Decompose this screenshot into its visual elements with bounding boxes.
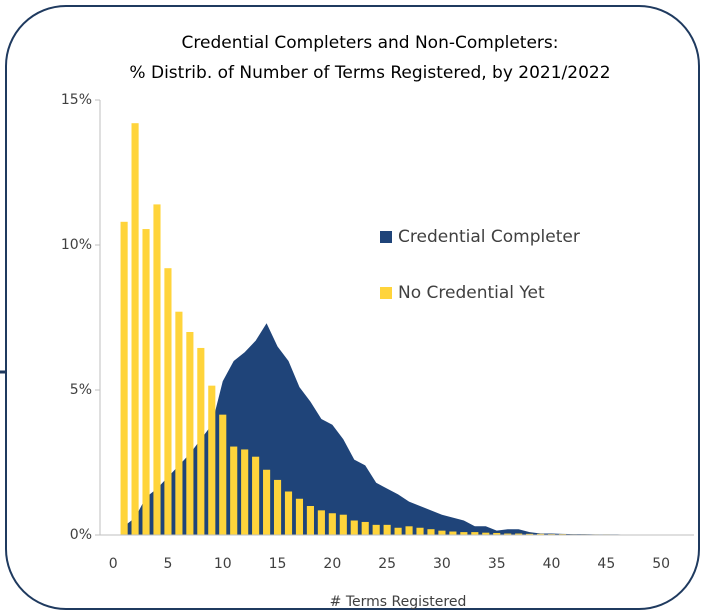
y-tick-label: 0% — [70, 527, 92, 543]
x-tick-label: 25 — [378, 556, 396, 572]
y-tick-label: 10% — [61, 237, 92, 253]
bar — [449, 531, 457, 535]
bar — [372, 524, 380, 535]
x-tick-label: 5 — [163, 556, 172, 572]
bar — [273, 479, 282, 535]
x-axis-label: # Terms Registered — [330, 594, 467, 610]
bar — [350, 520, 358, 535]
bar — [186, 332, 194, 535]
x-tick-label: 50 — [652, 556, 670, 572]
bar — [427, 529, 435, 535]
bar — [197, 347, 205, 535]
chart-title: % Distrib. of Number of Terms Registered… — [129, 63, 610, 83]
x-tick-label: 10 — [214, 556, 232, 572]
bar — [131, 123, 139, 535]
bar — [537, 533, 545, 535]
bar — [284, 491, 293, 535]
legend-swatch — [380, 287, 392, 299]
bar — [328, 513, 336, 535]
bar — [175, 311, 183, 535]
bar — [460, 532, 468, 535]
bar — [471, 532, 479, 535]
bar — [142, 229, 150, 536]
bar — [383, 524, 391, 535]
chart-title: Credential Completers and Non-Completers… — [182, 33, 559, 53]
bar — [153, 204, 161, 535]
bar — [526, 533, 534, 535]
bar — [405, 526, 413, 535]
bar — [306, 506, 314, 535]
bar — [252, 456, 260, 535]
x-tick-label: 35 — [488, 556, 506, 572]
bar — [263, 469, 271, 535]
bar — [208, 385, 216, 535]
bar — [482, 532, 490, 535]
bar — [504, 533, 512, 535]
bar — [120, 221, 128, 536]
bar — [416, 527, 424, 535]
bar — [295, 498, 304, 535]
x-tick-label: 15 — [269, 556, 287, 572]
x-tick-label: 45 — [597, 556, 615, 572]
bar — [241, 449, 249, 535]
bar — [515, 533, 523, 535]
x-tick-label: 40 — [543, 556, 561, 572]
bar — [493, 532, 501, 535]
legend-label: No Credential Yet — [398, 283, 545, 303]
y-tick-label: 15% — [61, 92, 92, 108]
bar — [164, 268, 172, 535]
y-tick-label: 5% — [70, 382, 92, 398]
bar — [219, 414, 227, 535]
x-tick-label: 30 — [433, 556, 451, 572]
x-tick-label: 0 — [109, 556, 118, 572]
bar — [361, 521, 369, 535]
bar — [438, 530, 446, 535]
x-tick-label: 20 — [323, 556, 341, 572]
bar — [317, 510, 325, 535]
legend-label: Credential Completer — [398, 227, 580, 247]
bar — [394, 527, 402, 535]
bar — [339, 514, 347, 535]
bar — [230, 446, 238, 535]
legend-swatch — [380, 231, 392, 243]
